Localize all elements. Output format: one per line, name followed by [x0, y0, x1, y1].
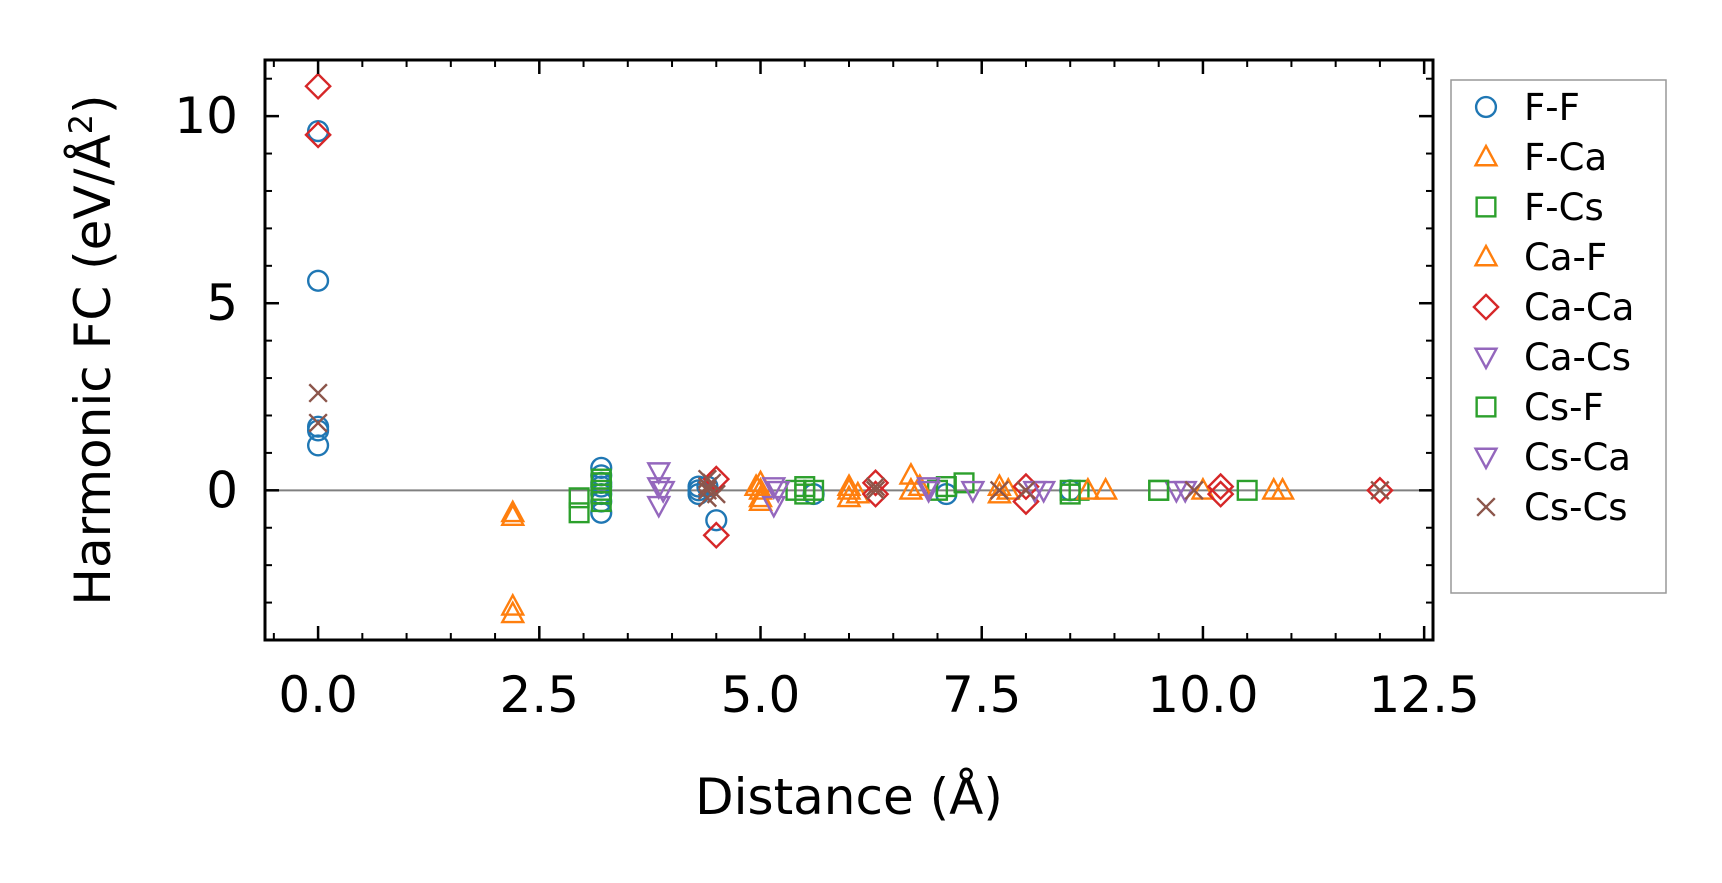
point-cs-ca — [765, 480, 791, 504]
point-cs-cs — [706, 484, 726, 504]
legend-label: Cs-F — [1524, 386, 1604, 429]
x-tick-label: 12.5 — [1368, 666, 1479, 724]
point-cs-ca — [650, 480, 676, 504]
point-f-ca — [500, 592, 526, 616]
point-ca-cs — [916, 480, 942, 504]
point-ca-f — [907, 473, 933, 497]
point-f-ca — [898, 461, 924, 485]
legend-label: F-Cs — [1524, 186, 1604, 229]
point-ca-cs — [761, 477, 787, 501]
point-ca-cs — [646, 462, 672, 486]
point-f-ca — [836, 484, 862, 508]
point-f-ca — [986, 480, 1012, 504]
point-f-f — [306, 269, 330, 292]
point-cs-cs — [865, 480, 886, 500]
y-axis-label: Harmonic FC (eV/Å2) — [62, 94, 122, 605]
point-ca-ca — [1206, 472, 1235, 501]
point-ca-cs — [646, 495, 672, 519]
point-f-cs — [568, 502, 590, 524]
point-f-ca — [836, 473, 862, 497]
point-cs-f — [590, 472, 612, 494]
point-f-cs — [568, 487, 590, 509]
point-ca-ca — [1206, 480, 1235, 508]
x-axis-label: Distance (Å) — [695, 768, 1003, 826]
point-f-f — [705, 509, 728, 532]
point-f-f — [306, 434, 330, 457]
legend-marker-ca-ca — [1472, 293, 1500, 321]
data-points — [304, 72, 1394, 624]
legend-marker-ca-cs — [1473, 347, 1499, 371]
point-ca-ca — [702, 465, 731, 493]
point-ca-ca — [861, 480, 890, 508]
point-cs-cs — [865, 476, 886, 497]
y-tick-label: 0 — [206, 461, 238, 519]
point-f-ca — [898, 476, 924, 500]
point-ca-cs — [761, 495, 787, 519]
axis-ticks: 0.0 2.5 5.0 7.5 10.0 12.5 0 5 10 — [174, 60, 1480, 724]
x-tick-label: 7.5 — [942, 666, 1022, 724]
point-ca-ca — [304, 72, 332, 100]
legend-label: Ca-F — [1524, 236, 1607, 279]
series-cs-f — [590, 472, 1170, 505]
point-cs-f — [1059, 483, 1081, 505]
point-cs-cs — [989, 480, 1010, 500]
point-cs-cs — [1370, 480, 1390, 500]
x-tick-label: 2.5 — [500, 666, 580, 724]
series-cs-cs — [308, 383, 1390, 508]
x-tick-label: 10.0 — [1147, 666, 1258, 724]
legend-marker-cs-cs — [1476, 497, 1496, 517]
point-cs-ca — [916, 477, 942, 501]
legend-label: Cs-Cs — [1524, 486, 1628, 529]
point-f-ca — [500, 499, 526, 523]
legend-marker-f-f — [1474, 95, 1498, 119]
y-tick-label: 5 — [206, 274, 238, 332]
point-cs-f — [935, 476, 957, 498]
legend-marker-ca-f — [1473, 243, 1499, 267]
series-f-ca — [500, 461, 1296, 624]
plot-frame — [263, 58, 1435, 642]
legend-label: F-Ca — [1524, 136, 1607, 179]
point-cs-f — [1148, 479, 1170, 501]
legend-marker-f-cs — [1475, 196, 1497, 218]
x-tick-label: 5.0 — [721, 666, 801, 724]
point-f-ca — [1270, 476, 1296, 500]
point-f-f — [306, 419, 330, 442]
point-ca-cs — [646, 477, 672, 501]
legend-label: F-F — [1524, 86, 1580, 129]
point-cs-cs — [308, 383, 328, 403]
point-ca-cs — [960, 480, 986, 504]
point-cs-cs — [308, 413, 328, 433]
point-f-f — [590, 501, 613, 524]
y-tick-label: 10 — [174, 87, 238, 145]
point-ca-f — [845, 480, 871, 504]
legend-marker-cs-f — [1475, 396, 1497, 418]
point-f-ca — [500, 600, 526, 624]
point-ca-ca — [1366, 476, 1394, 505]
legend-label: Ca-Cs — [1524, 336, 1631, 379]
legend: F-F F-Ca F-Cs Ca-F Ca-Ca Ca-Cs Cs-F Cs-Ca Cs-Cs — [1450, 79, 1667, 594]
legend-marker-cs-ca — [1473, 447, 1499, 471]
series-f-f — [306, 119, 1082, 532]
point-cs-cs — [1184, 480, 1204, 500]
point-cs-f — [590, 483, 612, 505]
point-cs-cs — [1016, 480, 1036, 500]
point-ca-f — [1075, 476, 1101, 500]
point-f-ca — [1093, 476, 1119, 500]
point-cs-f — [794, 483, 816, 505]
point-ca-ca — [702, 521, 731, 550]
point-f-ca — [748, 476, 773, 500]
point-f-ca — [500, 503, 526, 526]
x-tick-label: 0.0 — [278, 666, 358, 724]
point-cs-cs — [702, 473, 722, 493]
legend-label: Ca-Ca — [1524, 286, 1634, 329]
legend-marker-f-ca — [1473, 143, 1499, 167]
point-f-cs — [1236, 479, 1258, 501]
legend-label: Cs-Ca — [1524, 436, 1631, 479]
point-ca-ca — [304, 121, 332, 149]
